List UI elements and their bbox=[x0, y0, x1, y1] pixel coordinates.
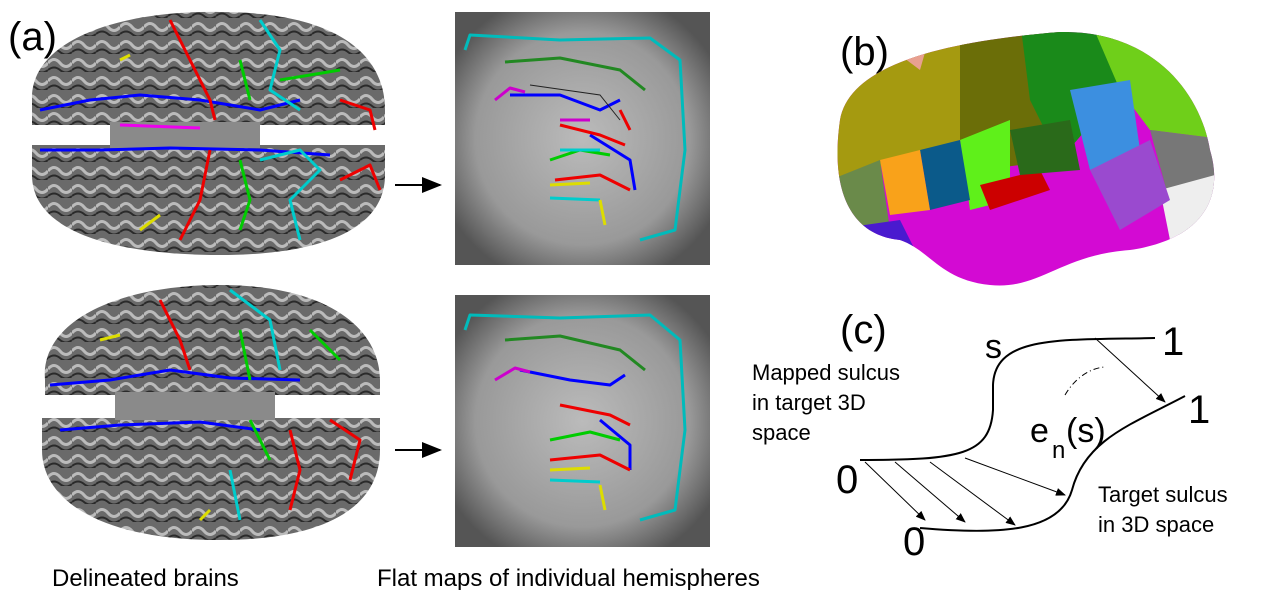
annotation: space bbox=[752, 420, 811, 445]
formula-subscript: n bbox=[1052, 437, 1065, 464]
flat-map bbox=[455, 295, 710, 547]
formula: e bbox=[1030, 412, 1049, 450]
caption: Delineated brains bbox=[52, 565, 239, 590]
curve-label: 0 bbox=[836, 458, 858, 502]
curve-label: 1 bbox=[1162, 320, 1184, 364]
brain-image bbox=[42, 285, 380, 540]
annotation: Mapped sulcus bbox=[752, 360, 900, 385]
flat-map bbox=[455, 12, 710, 265]
figure: (a) Delineated brains Flat maps of indiv… bbox=[0, 0, 1271, 590]
annotation: in target 3D bbox=[752, 390, 866, 415]
curve-label: 0 bbox=[903, 520, 925, 564]
formula: (s) bbox=[1066, 412, 1106, 450]
panel-label: (c) bbox=[840, 308, 887, 352]
annotation: Target sulcus bbox=[1098, 482, 1228, 507]
curve-label: 1 bbox=[1188, 388, 1210, 432]
annotation: in 3D space bbox=[1098, 512, 1214, 537]
caption: Flat maps of individual hemispheres bbox=[377, 565, 760, 590]
brain-image bbox=[32, 12, 385, 255]
panel-label: (a) bbox=[8, 15, 57, 59]
curve-label: s bbox=[985, 328, 1002, 366]
panel-label: (b) bbox=[840, 30, 889, 74]
